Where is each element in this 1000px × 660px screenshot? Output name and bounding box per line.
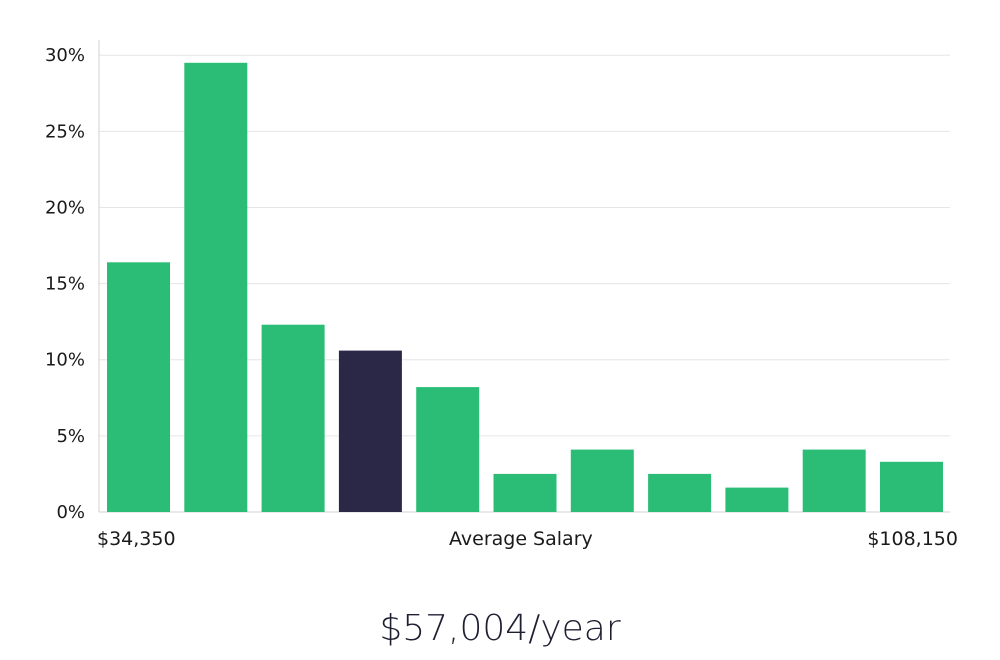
y-axis-ticks: 0% 5% 10% 15% 20% 25% 30% (45, 45, 85, 523)
y-tick-label: 20% (45, 197, 85, 218)
bar (261, 324, 325, 512)
bar-highlighted (338, 350, 402, 512)
y-tick-label: 15% (45, 274, 85, 295)
bar (725, 487, 789, 512)
x-axis-max-label: $108,150 (867, 528, 958, 550)
bar (184, 62, 248, 513)
bar (416, 387, 480, 512)
bar (107, 262, 170, 512)
bar (880, 461, 943, 512)
bar (493, 473, 557, 512)
y-tick-label: 25% (45, 121, 85, 142)
bars (107, 62, 943, 513)
y-tick-label: 5% (56, 426, 85, 447)
average-salary-value: $57,004/year (379, 608, 621, 649)
bar (648, 473, 712, 512)
x-axis-min-label: $34,350 (97, 528, 176, 550)
bar (570, 449, 634, 512)
y-tick-label: 0% (56, 502, 85, 523)
salary-histogram: 0% 5% 10% 15% 20% 25% 30% (45, 40, 950, 523)
bar (802, 449, 866, 512)
y-tick-label: 10% (45, 350, 85, 371)
x-axis-center-label: Average Salary (449, 528, 593, 550)
y-tick-label: 30% (45, 45, 85, 66)
